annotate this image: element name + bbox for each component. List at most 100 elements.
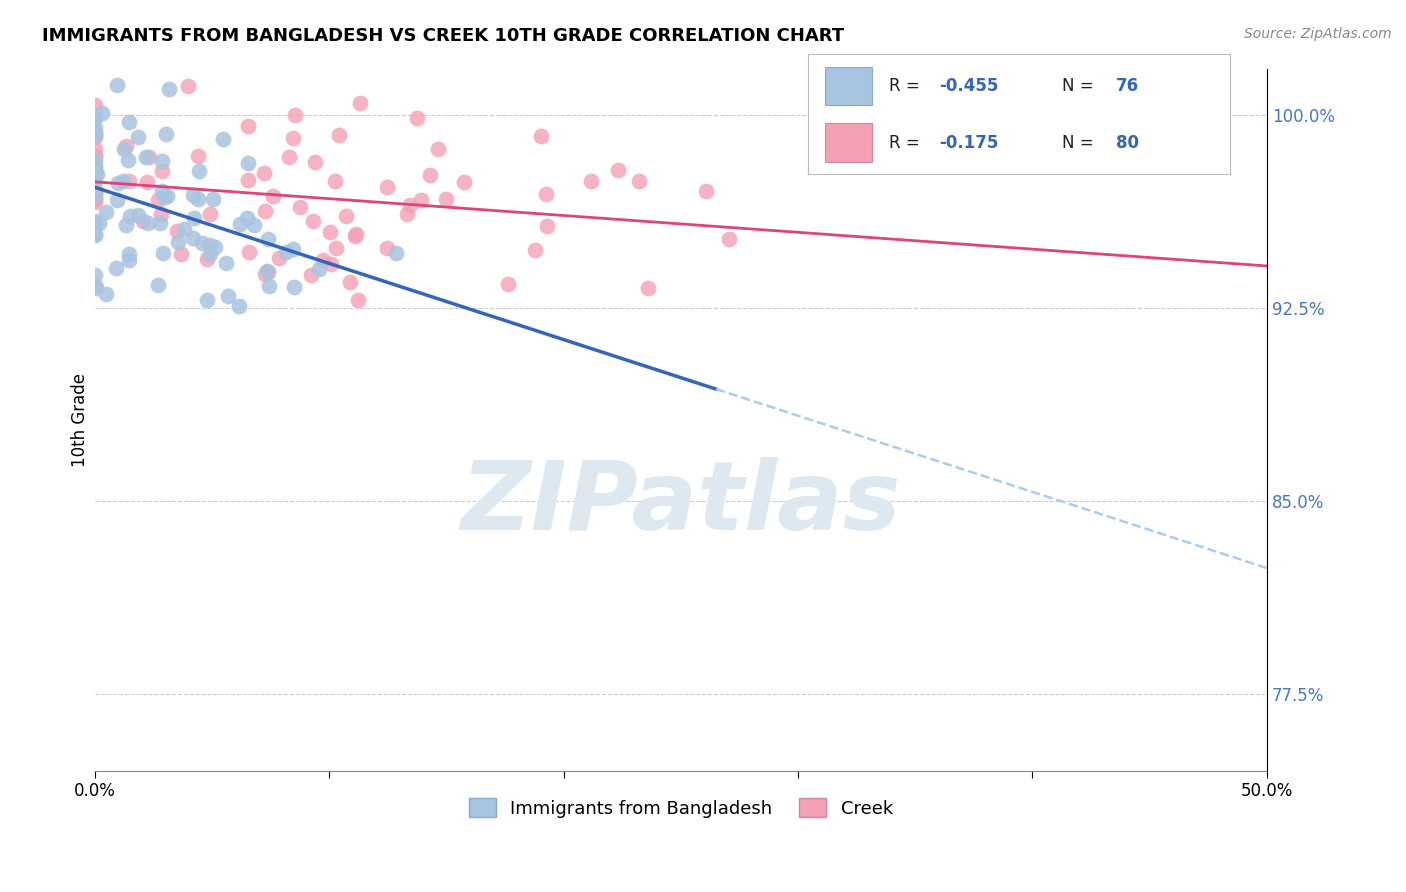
FancyBboxPatch shape [825, 123, 872, 161]
Point [181, 188, 204, 202]
Point [195, 293, 218, 307]
Point [83, 153, 105, 167]
Text: -0.175: -0.175 [939, 134, 998, 152]
Point [89, 216, 111, 230]
Point [195, 252, 218, 267]
Point [83, 191, 105, 205]
Point [284, 108, 307, 122]
Y-axis label: 10th Grade: 10th Grade [72, 373, 89, 467]
Point [311, 253, 333, 268]
Point [83, 164, 105, 178]
Point [375, 240, 398, 254]
Point [127, 130, 149, 145]
Point [118, 209, 141, 223]
Point [118, 252, 141, 267]
Point [236, 156, 259, 170]
Point [217, 289, 239, 303]
Point [83, 166, 105, 180]
Point [419, 169, 441, 183]
Point [426, 142, 449, 156]
Point [406, 111, 429, 125]
Point [718, 232, 741, 246]
Text: R =: R = [889, 134, 929, 152]
Point [86, 167, 108, 181]
Text: N =: N = [1062, 134, 1098, 152]
Point [83, 126, 105, 140]
Point [434, 192, 457, 206]
Point [283, 131, 305, 145]
Point [149, 216, 172, 230]
Legend: Immigrants from Bangladesh, Creek: Immigrants from Bangladesh, Creek [461, 791, 900, 825]
Point [695, 185, 717, 199]
Point [112, 174, 135, 188]
Point [346, 293, 368, 307]
Point [319, 257, 342, 271]
Point [204, 239, 226, 253]
Point [335, 210, 357, 224]
FancyBboxPatch shape [825, 67, 872, 105]
Point [83, 227, 105, 242]
Point [328, 128, 350, 143]
Point [187, 149, 209, 163]
Point [83, 195, 105, 210]
Point [83, 173, 105, 187]
Point [235, 211, 257, 225]
Point [115, 138, 138, 153]
Point [211, 132, 233, 146]
Point [534, 186, 557, 201]
Point [198, 206, 221, 220]
Point [112, 142, 135, 156]
Point [132, 214, 155, 228]
Point [83, 227, 105, 242]
Point [304, 154, 326, 169]
Point [579, 174, 602, 188]
Point [83, 158, 105, 172]
Point [83, 188, 105, 202]
Point [496, 277, 519, 292]
Point [308, 261, 330, 276]
Point [396, 207, 419, 221]
Point [198, 238, 221, 252]
Point [344, 227, 367, 241]
Point [267, 252, 290, 266]
Point [339, 275, 361, 289]
Point [253, 166, 276, 180]
Point [277, 150, 299, 164]
Point [127, 209, 149, 223]
Point [523, 243, 546, 257]
Text: 76: 76 [1116, 77, 1139, 95]
Point [83, 164, 105, 178]
Point [91, 106, 114, 120]
Point [398, 198, 420, 212]
Point [105, 78, 128, 92]
Point [105, 193, 128, 207]
Point [138, 150, 160, 164]
Point [157, 82, 180, 96]
Point [167, 235, 190, 249]
Point [201, 192, 224, 206]
Point [135, 150, 157, 164]
Point [83, 127, 105, 141]
Point [183, 211, 205, 225]
Point [628, 174, 651, 188]
Point [83, 186, 105, 200]
Point [83, 278, 105, 293]
Point [276, 245, 298, 260]
Point [229, 217, 252, 231]
Point [117, 153, 139, 168]
Point [84, 281, 107, 295]
Point [152, 190, 174, 204]
Point [114, 218, 136, 232]
Point [83, 185, 105, 199]
Point [637, 281, 659, 295]
Point [375, 179, 398, 194]
Point [156, 188, 179, 202]
Point [83, 182, 105, 196]
Point [166, 223, 188, 237]
Point [107, 176, 129, 190]
Point [262, 188, 284, 202]
Point [83, 121, 105, 136]
Point [242, 218, 264, 232]
Text: 80: 80 [1116, 134, 1139, 152]
Point [83, 186, 105, 200]
